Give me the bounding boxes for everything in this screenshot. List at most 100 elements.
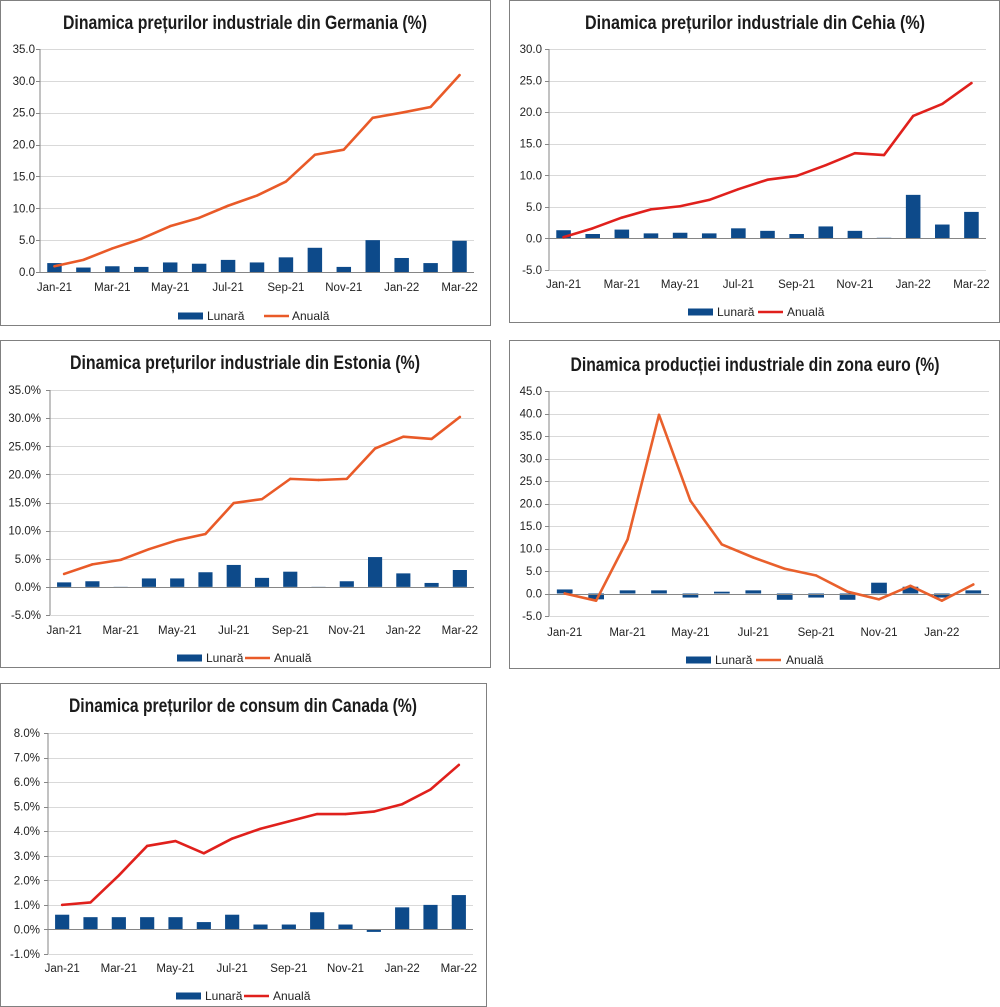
point-anuala	[402, 435, 405, 438]
x-tick-label: Sep-21	[778, 279, 815, 291]
legend-label-lunara: Lunară	[205, 989, 243, 1003]
y-tick-label: 0.0%	[15, 582, 41, 594]
point-anuala	[373, 447, 377, 450]
point-anuala	[877, 598, 881, 601]
x-tick-label: Jan-22	[385, 963, 420, 975]
bar-lunara	[424, 582, 439, 587]
point-anuala	[255, 194, 259, 197]
y-tick-label: 7.0%	[14, 753, 40, 765]
bar-lunara	[682, 593, 699, 598]
x-tick-label: Jan-22	[386, 625, 421, 637]
bar-lunara	[162, 262, 178, 272]
y-tick-label: 5.0	[526, 566, 542, 578]
y-tick-label: 5.0	[19, 235, 35, 247]
y-tick-label: 45.0	[520, 386, 542, 398]
bar-lunara	[585, 234, 600, 239]
bar-lunara	[847, 230, 863, 239]
y-tick-label: 15.0%	[8, 498, 41, 510]
point-anuala	[145, 844, 149, 848]
bar-lunara	[965, 590, 982, 594]
bar-lunara	[394, 257, 409, 272]
bar-lunara	[226, 564, 241, 587]
point-anuala	[260, 497, 264, 501]
point-anuala	[119, 558, 122, 562]
legend-swatch-lunara	[686, 656, 711, 664]
chart-canada: Dinamica prețurilor de consum din Canada…	[0, 683, 487, 1007]
bar-lunara	[310, 912, 325, 930]
point-anuala	[737, 187, 740, 191]
x-tick-label: Sep-21	[267, 282, 304, 294]
y-tick-label: 30.0	[520, 454, 542, 466]
x-tick-label: Mar-22	[442, 625, 478, 637]
point-anuala	[846, 590, 849, 593]
y-tick-label: 15.0	[520, 139, 542, 151]
x-tick-label: Jan-21	[45, 963, 80, 975]
y-tick-label: 10.0	[13, 203, 35, 215]
bar-lunara	[134, 266, 149, 272]
chart-estonia-plot: Dinamica prețurilor industriale din Esto…	[0, 340, 491, 668]
point-anuala	[111, 247, 114, 250]
bar-lunara	[964, 211, 979, 239]
bar-lunara	[905, 194, 921, 239]
point-anuala	[289, 477, 292, 481]
y-tick-label: 15.0	[13, 171, 35, 183]
point-anuala	[909, 584, 912, 588]
legend-label-lunara: Lunară	[207, 309, 245, 323]
bar-lunara	[196, 922, 211, 930]
y-tick-label: 15.0	[520, 521, 542, 533]
x-tick-label: Jan-22	[384, 282, 419, 294]
bar-lunara	[307, 247, 323, 272]
x-tick-label: May-21	[661, 279, 699, 291]
point-anuala	[766, 178, 769, 181]
legend-swatch-lunara	[688, 308, 713, 316]
x-tick-label: Jul-21	[738, 627, 769, 639]
x-tick-label: Mar-22	[441, 282, 477, 294]
bar-lunara	[365, 240, 380, 272]
bar-lunara	[366, 929, 381, 932]
bar-lunara	[281, 924, 296, 930]
chart-germania-plot: Dinamica prețurilor industriale din Germ…	[0, 0, 491, 326]
x-tick-label: Mar-21	[102, 625, 138, 637]
bar-lunara	[395, 907, 410, 930]
bar-lunara	[253, 924, 268, 930]
y-tick-label: 1.0%	[14, 900, 40, 912]
bar-lunara	[808, 593, 824, 598]
y-tick-label: 10.0	[520, 544, 542, 556]
x-tick-label: Jan-21	[546, 279, 581, 291]
x-tick-label: Nov-21	[860, 627, 897, 639]
point-anuala	[317, 478, 320, 482]
chart-cehia-plot: Dinamica prețurilor industriale din Cehi…	[509, 0, 1000, 323]
x-tick-label: Mar-21	[604, 279, 640, 291]
x-tick-label: May-21	[671, 627, 709, 639]
x-tick-label: Sep-21	[272, 625, 309, 637]
point-anuala	[284, 180, 288, 183]
legend-label-lunara: Lunară	[206, 651, 244, 665]
bar-lunara	[278, 257, 294, 272]
bar-lunara	[105, 266, 120, 272]
bar-lunara	[731, 228, 746, 239]
x-tick-label: Nov-21	[836, 279, 873, 291]
y-tick-label: 10.0%	[8, 526, 41, 538]
y-tick-label: 5.0%	[14, 802, 40, 814]
x-tick-label: Mar-21	[609, 627, 645, 639]
y-tick-label: -5.0	[522, 611, 542, 623]
bar-lunara	[614, 229, 630, 239]
bar-lunara	[789, 234, 804, 239]
legend-label-anuala: Anuală	[787, 305, 825, 319]
y-tick-label: 4.0%	[14, 826, 40, 838]
point-anuala	[232, 501, 235, 505]
x-tick-label: May-21	[158, 625, 196, 637]
y-tick-label: 25.0%	[8, 441, 41, 453]
y-tick-label: 20.0	[520, 107, 542, 119]
chart-title: Dinamica prețurilor industriale din Esto…	[70, 353, 420, 374]
y-tick-label: 25.0	[520, 476, 542, 488]
x-tick-label: Jan-22	[896, 279, 931, 291]
point-anuala	[620, 216, 624, 219]
x-tick-label: Jan-21	[37, 282, 72, 294]
bar-lunara	[871, 582, 887, 594]
chart-zona-euro: Dinamica producției industriale din zona…	[509, 340, 1000, 669]
point-anuala	[458, 73, 461, 77]
chart-germania: Dinamica prețurilor industriale din Germ…	[0, 0, 491, 326]
point-anuala	[230, 837, 234, 840]
y-tick-label: 35.0	[13, 44, 35, 56]
